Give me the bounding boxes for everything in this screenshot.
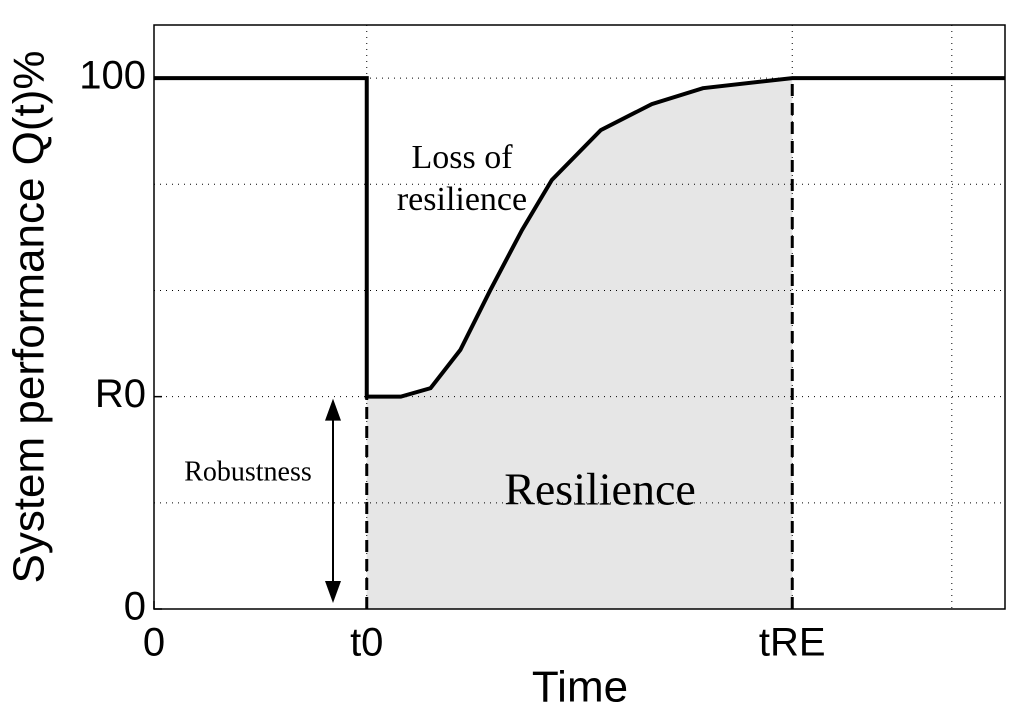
annotation: resilience [397,181,527,218]
resilience-area [366,78,793,609]
y-axis-label: System performance Q(t)% [5,50,54,583]
x-tick-label: t0 [350,621,383,665]
annotation: Robustness [184,456,312,487]
annotation: Resilience [504,464,696,515]
x-axis-label: Time [532,663,628,712]
y-tick-label: 0 [124,585,146,629]
arrow-head [325,581,341,603]
annotation: Loss of [411,139,513,176]
x-tick-label: tRE [759,621,826,665]
y-tick-label: 100 [79,54,146,98]
plot-frame [153,24,1006,610]
performance-line [154,76,1005,399]
arrow-head [325,398,341,421]
x-tick-label: 0 [143,621,165,665]
y-tick-label: R0 [95,372,146,416]
